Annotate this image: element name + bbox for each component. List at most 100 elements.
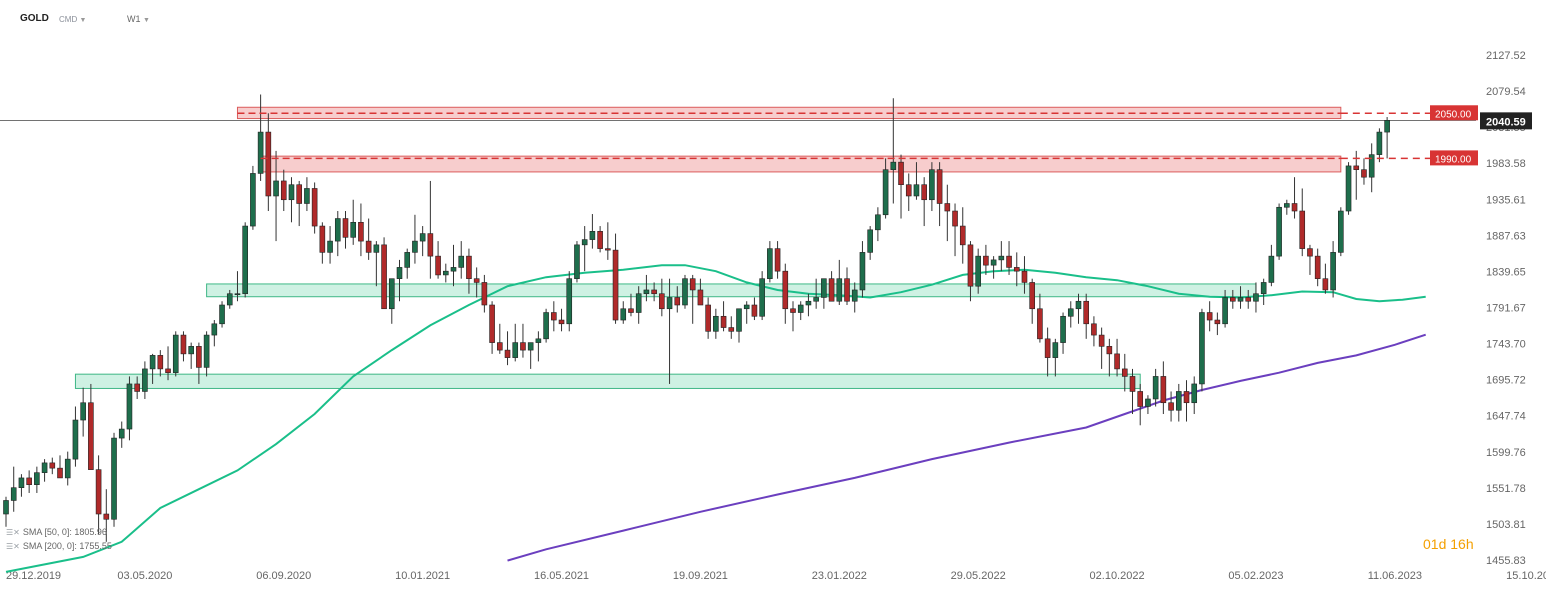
candle-body (211, 323, 218, 336)
candle-body (1376, 131, 1383, 155)
candle-body (998, 255, 1005, 261)
candle-body (782, 270, 789, 310)
y-tick-label: 1743.70 (1486, 339, 1526, 351)
candle-body (851, 289, 858, 302)
candle-body (689, 278, 696, 291)
candle-body (666, 297, 673, 310)
x-tick-label: 03.05.2020 (117, 570, 172, 582)
legend-sma-200[interactable]: ☰✕ SMA [200, 0]: 1755.55 (6, 541, 112, 551)
candle-body (1137, 391, 1144, 407)
candle-body (1183, 391, 1190, 404)
candle-body (226, 293, 233, 306)
candle-body (1160, 376, 1167, 404)
candle-body (489, 304, 495, 343)
candle-body (836, 278, 843, 302)
candle-body (1121, 368, 1128, 377)
candle-body (404, 252, 411, 268)
candle-body (188, 346, 194, 355)
y-tick-label: 2079.54 (1486, 86, 1526, 98)
candle-countdown: 01d 16h (1423, 536, 1474, 552)
candle-body (381, 244, 387, 310)
candle-body (566, 278, 573, 325)
y-tick-label: 1887.63 (1486, 230, 1526, 242)
candle-body (273, 180, 279, 197)
candle-body (327, 240, 333, 253)
candle-body (705, 304, 711, 332)
candle-body (1091, 323, 1097, 336)
interval-selector[interactable]: W1 ▼ (127, 14, 150, 24)
candle-body (975, 255, 981, 287)
x-tick-label: 29.05.2022 (951, 570, 1006, 582)
candle-body (350, 221, 357, 238)
candle-body (103, 513, 110, 520)
candle-body (18, 477, 25, 488)
candle-body (504, 349, 511, 358)
candle-body (1330, 252, 1336, 291)
candle-body (936, 169, 943, 204)
interval-label: W1 (127, 14, 141, 24)
candle-body (1353, 165, 1360, 170)
support-zone (74, 373, 1141, 389)
price-tag-box (1430, 105, 1478, 121)
candle-body (1206, 312, 1213, 321)
y-tick-label: 1983.58 (1486, 158, 1526, 170)
settings-icon[interactable]: ☰✕ (6, 528, 20, 537)
x-tick-label: 06.09.2020 (256, 570, 311, 582)
y-tick-label: 1599.76 (1486, 447, 1526, 459)
candle-body (80, 402, 86, 421)
candle-body (944, 203, 951, 212)
candle-body (473, 278, 480, 283)
candle-body (304, 188, 310, 204)
legend-sma-50[interactable]: ☰✕ SMA [50, 0]: 1805.96 (6, 527, 107, 537)
candle-body (242, 225, 248, 295)
candle-body (728, 327, 735, 332)
symbol-label[interactable]: GOLD (20, 13, 49, 24)
x-tick-label: 16.05.2021 (534, 570, 589, 582)
candle-body (612, 249, 619, 321)
candle-body (767, 248, 773, 279)
candle-body (828, 278, 835, 302)
price-tag-text: 1990.00 (1435, 154, 1472, 165)
candle-body (774, 248, 781, 272)
candle-body (180, 334, 187, 355)
candle-body (1106, 346, 1113, 355)
candle-body (296, 184, 302, 204)
candle-body (520, 342, 526, 351)
x-tick-label: 05.02.2023 (1228, 570, 1283, 582)
candle-body (265, 131, 272, 197)
candle-body (921, 184, 927, 201)
settings-icon[interactable]: ☰✕ (6, 542, 20, 551)
y-tick-label: 1935.61 (1486, 194, 1526, 206)
candle-body (1230, 297, 1236, 302)
y-tick-label: 1551.78 (1486, 483, 1526, 495)
legend-sma-200-label: SMA [200, 0]: 1755.55 (22, 541, 112, 551)
candle-body (574, 244, 580, 279)
candle-body (990, 259, 997, 266)
candle-body (512, 342, 519, 358)
current-price-tag-box (1480, 112, 1532, 130)
candle-body (651, 289, 657, 295)
candle-body (597, 231, 603, 249)
candle-body (1322, 278, 1329, 291)
candle-body (1052, 342, 1059, 358)
current-price-tag-text: 2040.59 (1486, 116, 1526, 128)
market-selector[interactable]: CMD ▼ (59, 15, 86, 24)
candle-body (859, 252, 866, 291)
candle-body (1083, 300, 1090, 325)
candle-body (172, 334, 179, 373)
candle-body (288, 184, 295, 201)
candle-body (88, 402, 94, 470)
candle-body (1191, 383, 1198, 404)
y-tick-label: 1455.83 (1486, 555, 1526, 567)
candle-body (334, 218, 341, 242)
candle-body (697, 289, 704, 306)
y-tick-label: 1791.67 (1486, 303, 1526, 315)
candle-body (1237, 297, 1244, 302)
candle-body (720, 315, 727, 328)
candle-body (34, 472, 40, 485)
candle-body (196, 346, 202, 368)
candle-body (280, 180, 287, 201)
y-tick-label: 1647.74 (1486, 411, 1526, 423)
legend-sma-50-label: SMA [50, 0]: 1805.96 (22, 527, 107, 537)
